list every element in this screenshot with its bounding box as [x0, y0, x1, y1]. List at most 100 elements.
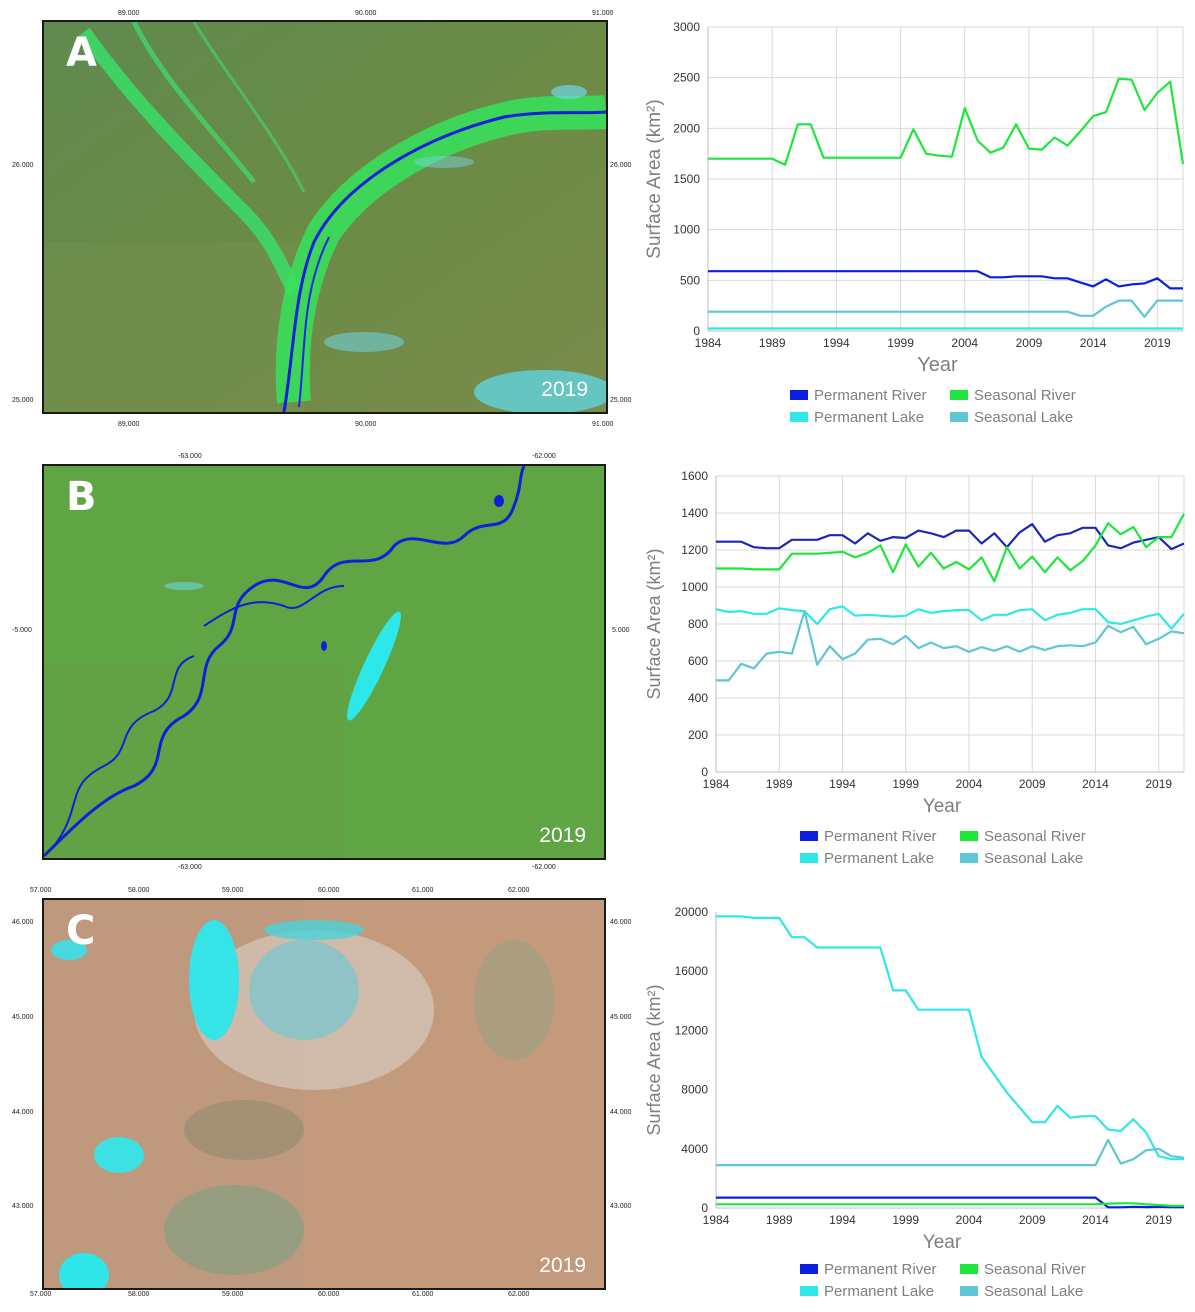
y-tick-label: 400 [688, 691, 708, 705]
x-axis-label: Year [923, 1232, 962, 1253]
x-tick-label: 1994 [829, 777, 856, 791]
legend-swatch [960, 1286, 978, 1296]
coord-tick: 45.000 [610, 1014, 632, 1021]
x-tick-label: 1999 [887, 336, 914, 350]
legend-swatch [960, 1264, 978, 1274]
coord-tick: 61.000 [412, 1291, 434, 1298]
series-line-seasonal-lake [716, 1138, 1185, 1167]
y-tick-label: 1200 [681, 543, 708, 557]
panel-c: C 2019 57.000 58.000 59.000 60.000 61.00… [0, 880, 1195, 1307]
legend-swatch [950, 390, 968, 400]
coord-tick: 59.000 [222, 887, 244, 894]
x-tick-label: 1984 [695, 336, 722, 350]
series-line-seasonal-river [716, 1202, 1184, 1207]
legend-label: Seasonal Lake [984, 1283, 1083, 1300]
legend-label: Seasonal River [974, 387, 1076, 404]
series-line-permanent-lake [716, 915, 1184, 1161]
y-tick-label: 8000 [681, 1083, 708, 1097]
x-tick-label: 2009 [1019, 1213, 1046, 1227]
x-tick-label: 1984 [703, 777, 730, 791]
coord-tick: 89.000 [118, 421, 140, 428]
coord-tick: 90.000 [355, 10, 377, 17]
y-tick-label: 800 [688, 617, 708, 631]
y-tick-label: 1400 [681, 506, 708, 520]
y-tick-label: 500 [680, 273, 700, 287]
y-tick-label: 600 [688, 654, 708, 668]
x-axis-label: Year [917, 354, 958, 376]
coord-tick: 90.000 [355, 421, 377, 428]
legend-swatch [800, 853, 818, 863]
x-tick-label: 2014 [1082, 1213, 1109, 1227]
coord-tick: 5.000 [612, 627, 630, 634]
x-tick-label: 1999 [892, 1213, 919, 1227]
coord-tick: 44.000 [610, 1109, 632, 1116]
series-line-seasonal-lake [716, 610, 1185, 682]
legend-swatch [960, 831, 978, 841]
panel-a: A 2019 89.000 90.000 91.000 89.000 90.00… [0, 0, 1195, 440]
legend-swatch [960, 853, 978, 863]
year-label: 2019 [541, 378, 588, 401]
x-tick-label: 1999 [892, 777, 919, 791]
x-tick-label: 2004 [956, 777, 983, 791]
series-line-seasonal-river [716, 513, 1185, 583]
series-line-seasonal-river [708, 77, 1185, 166]
y-tick-label: 2500 [673, 71, 700, 85]
map-a-image [44, 22, 606, 412]
chart-b-svg: 0 200 400 600 800 1000 1200 1400 1600 1984 1989 199… [644, 469, 1185, 867]
series-line-permanent-river [716, 522, 1185, 551]
x-tick-label: 2019 [1145, 1213, 1172, 1227]
line-chart-b: 0 200 400 600 800 1000 1200 1400 1600 1984 1989 199… [640, 466, 1195, 880]
coord-tick: 62.000 [508, 1291, 530, 1298]
satellite-map-b: B 2019 [42, 464, 606, 860]
coord-tick: 62.000 [508, 887, 530, 894]
y-tick-label: 3000 [673, 20, 700, 34]
coord-tick: 46.000 [12, 919, 34, 926]
x-tick-label: 2004 [951, 336, 978, 350]
coord-tick: 57.000 [30, 887, 52, 894]
coord-tick: 58.000 [128, 1291, 150, 1298]
legend-label: Permanent Lake [824, 850, 934, 867]
panel-b: B 2019 -63.000 -62.000 -63.000 -62.000 -… [0, 440, 1195, 880]
legend-label: Seasonal Lake [974, 409, 1073, 426]
x-tick-label: 2009 [1016, 336, 1043, 350]
y-tick-label: 1600 [681, 469, 708, 483]
series-line-permanent-lake [715, 605, 1185, 630]
coord-tick: 91.000 [592, 10, 614, 17]
y-tick-label: 1500 [673, 172, 700, 186]
legend-label: Permanent River [814, 387, 927, 404]
panel-letter: B [66, 474, 97, 520]
coord-tick: 25.000 [12, 397, 34, 404]
coord-tick: 59.000 [222, 1291, 244, 1298]
coord-tick: 91.000 [592, 421, 614, 428]
y-tick-label: 20000 [675, 905, 709, 919]
coord-tick: -63.000 [178, 453, 202, 460]
x-axis-label: Year [923, 796, 962, 817]
legend-label: Permanent Lake [824, 1283, 934, 1300]
coord-tick: 60.000 [318, 1291, 340, 1298]
legend-label: Permanent Lake [814, 409, 924, 426]
coord-tick: 26.000 [610, 162, 632, 169]
legend-swatch [800, 831, 818, 841]
coord-tick: 58.000 [128, 887, 150, 894]
x-tick-label: 1994 [823, 336, 850, 350]
legend-label: Permanent River [824, 1261, 937, 1278]
y-tick-label: 16000 [675, 964, 709, 978]
chart-a-svg: 0 500 1000 1500 2000 2500 3000 1984 1989 1994 1999… [644, 20, 1185, 426]
y-tick-label: 1000 [673, 223, 700, 237]
satellite-map-a: A 2019 [42, 20, 608, 414]
y-tick-label: 0 [701, 1201, 708, 1215]
x-tick-label: 2014 [1080, 336, 1107, 350]
y-axis-label: Surface Area (km²) [644, 99, 665, 258]
y-axis-label: Surface Area (km²) [644, 548, 664, 699]
x-tick-label: 2004 [956, 1213, 983, 1227]
map-b-image [44, 466, 604, 858]
map-c-image [44, 900, 604, 1288]
coord-tick: 46.000 [610, 919, 632, 926]
chart-c-svg: 0 4000 8000 12000 16000 20000 1984 1989 1994 1999… [644, 905, 1185, 1300]
coord-tick: 89.000 [118, 10, 140, 17]
panel-letter: A [66, 30, 97, 76]
year-label: 2019 [539, 1254, 586, 1277]
panel-letter: C [66, 908, 96, 954]
x-tick-label: 1994 [829, 1213, 856, 1227]
coord-tick: 61.000 [412, 887, 434, 894]
